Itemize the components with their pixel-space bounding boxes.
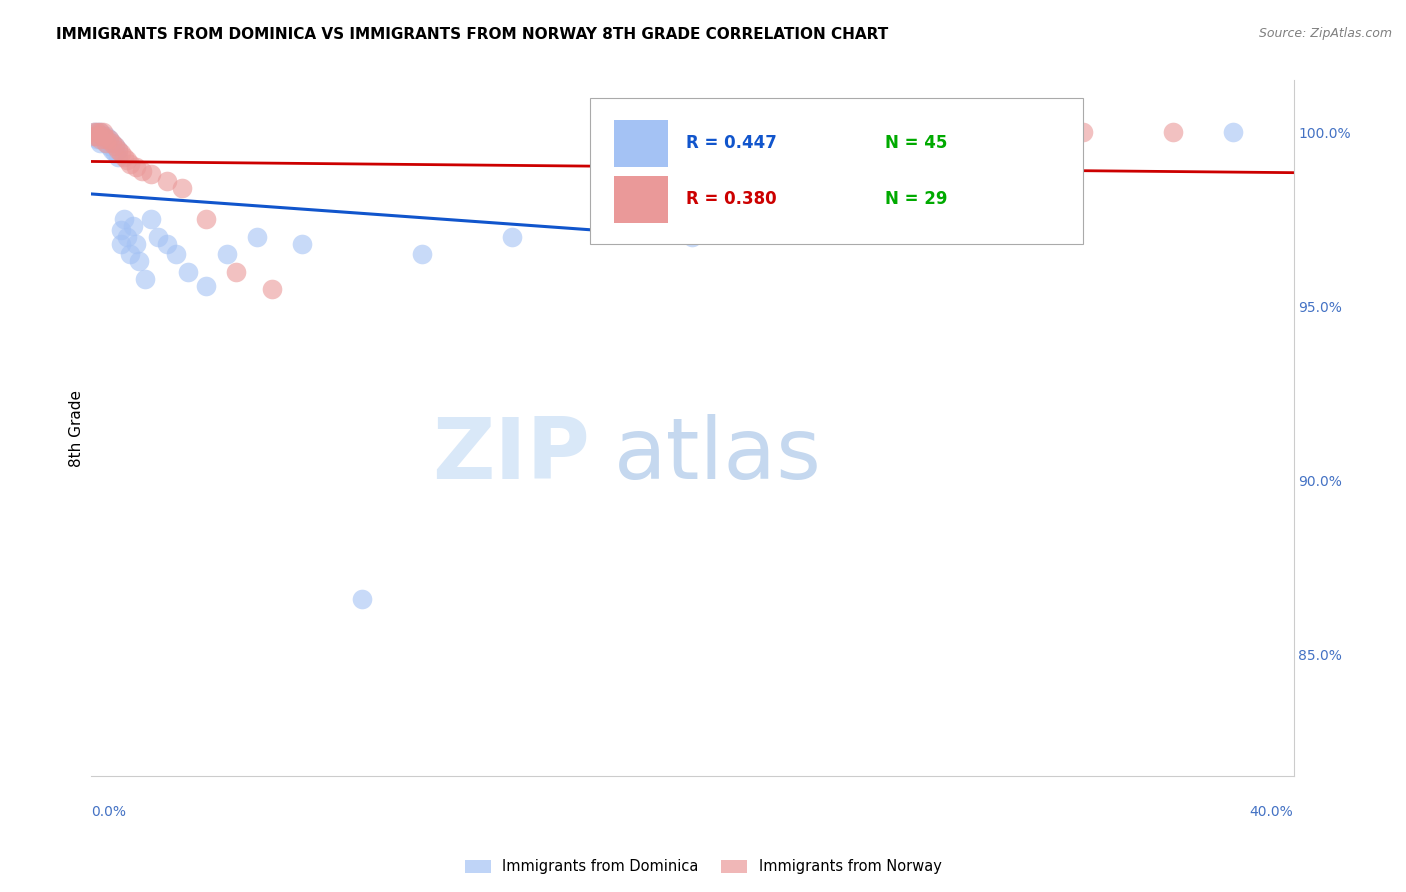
Point <box>86 125 108 139</box>
Point <box>89 125 111 139</box>
Point <box>96 136 118 150</box>
Legend: Immigrants from Dominica, Immigrants from Norway: Immigrants from Dominica, Immigrants fro… <box>458 854 948 880</box>
Point <box>350 591 373 606</box>
Point <box>98 132 121 146</box>
Point <box>681 229 703 244</box>
Point <box>141 212 163 227</box>
Point <box>110 146 132 161</box>
Point <box>134 271 156 285</box>
Text: IMMIGRANTS FROM DOMINICA VS IMMIGRANTS FROM NORWAY 8TH GRADE CORRELATION CHART: IMMIGRANTS FROM DOMINICA VS IMMIGRANTS F… <box>56 27 889 42</box>
Point <box>86 128 108 143</box>
Point <box>291 236 314 251</box>
Point <box>101 143 124 157</box>
Point <box>225 264 247 278</box>
Point <box>83 128 105 143</box>
Point <box>125 160 148 174</box>
Point <box>155 236 177 251</box>
Point <box>96 136 118 150</box>
FancyBboxPatch shape <box>614 120 668 168</box>
Point <box>215 247 238 261</box>
Text: ZIP: ZIP <box>433 415 591 498</box>
Text: N = 29: N = 29 <box>884 190 948 208</box>
Point <box>98 139 121 153</box>
Y-axis label: 8th Grade: 8th Grade <box>69 390 84 467</box>
Point <box>176 264 198 278</box>
Point <box>260 282 283 296</box>
Point <box>89 132 111 146</box>
Point <box>1161 125 1184 139</box>
Point <box>117 229 139 244</box>
Point <box>98 132 121 146</box>
Point <box>128 254 150 268</box>
Point <box>110 236 132 251</box>
Point <box>89 125 111 139</box>
Point <box>131 163 153 178</box>
Text: R = 0.447: R = 0.447 <box>686 134 778 152</box>
Point <box>117 153 139 168</box>
Point <box>96 132 118 146</box>
Point <box>621 212 644 227</box>
Point <box>93 128 115 143</box>
Point <box>89 136 111 150</box>
FancyBboxPatch shape <box>614 176 668 223</box>
Point <box>141 167 163 181</box>
Point <box>122 219 145 234</box>
Point <box>114 150 136 164</box>
Point <box>155 174 177 188</box>
Point <box>104 146 127 161</box>
Point <box>107 143 129 157</box>
Point <box>194 212 217 227</box>
Point <box>170 181 193 195</box>
Point <box>83 128 105 143</box>
Point <box>104 139 127 153</box>
Point <box>96 128 118 143</box>
Point <box>83 125 105 139</box>
Point <box>107 143 129 157</box>
Point <box>101 136 124 150</box>
Point <box>411 247 433 261</box>
Text: 0.0%: 0.0% <box>91 805 127 819</box>
Point <box>194 278 217 293</box>
Point <box>1071 125 1094 139</box>
Point <box>86 132 108 146</box>
Point <box>93 125 115 139</box>
Point <box>120 157 142 171</box>
Point <box>114 212 136 227</box>
Point <box>741 212 763 227</box>
Text: Source: ZipAtlas.com: Source: ZipAtlas.com <box>1258 27 1392 40</box>
Point <box>125 236 148 251</box>
Point <box>86 128 108 143</box>
Point <box>86 125 108 139</box>
Point <box>246 229 269 244</box>
Text: atlas: atlas <box>614 415 823 498</box>
Point <box>101 136 124 150</box>
Point <box>104 139 127 153</box>
Point <box>1222 125 1244 139</box>
Point <box>93 128 115 143</box>
Point <box>146 229 169 244</box>
Point <box>110 223 132 237</box>
Point <box>107 150 129 164</box>
Point <box>96 132 118 146</box>
Text: N = 45: N = 45 <box>884 134 948 152</box>
Point <box>501 229 523 244</box>
Point <box>89 128 111 143</box>
Text: R = 0.380: R = 0.380 <box>686 190 778 208</box>
FancyBboxPatch shape <box>591 97 1083 244</box>
Point <box>165 247 187 261</box>
Point <box>93 132 115 146</box>
Point <box>120 247 142 261</box>
Text: 40.0%: 40.0% <box>1250 805 1294 819</box>
Point <box>83 125 105 139</box>
